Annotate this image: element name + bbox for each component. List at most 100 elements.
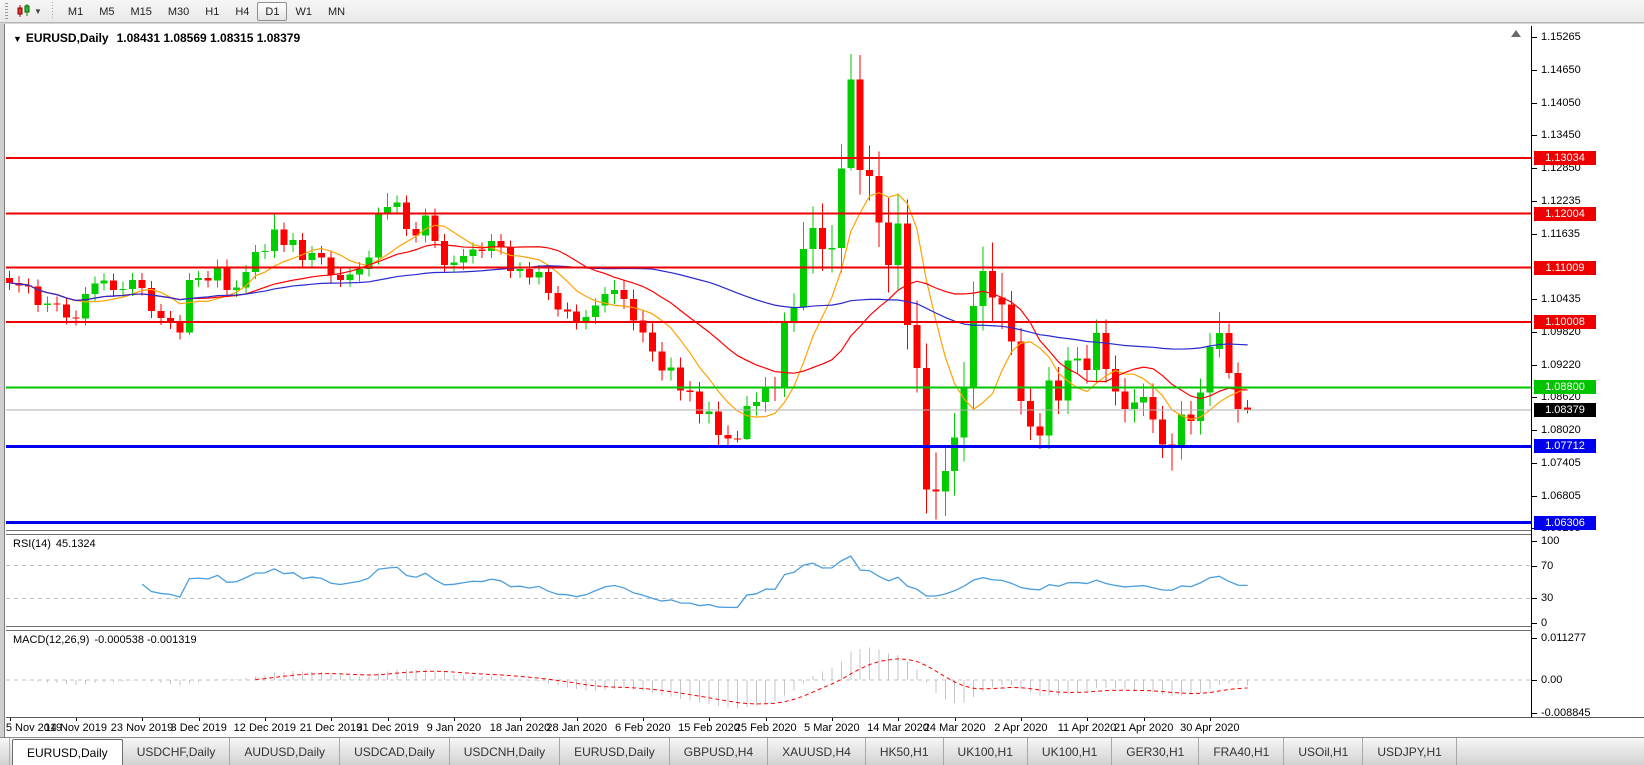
timeframe-button-w1[interactable]: W1 bbox=[295, 5, 312, 18]
date-label: 18 Jan 2020 bbox=[489, 722, 551, 734]
candle bbox=[639, 320, 647, 333]
candle bbox=[422, 215, 429, 236]
candle bbox=[507, 247, 515, 271]
timeframe-button-m30[interactable]: M30 bbox=[167, 5, 190, 18]
candle bbox=[658, 351, 666, 371]
chart-tab-11[interactable]: GER30,H1 bbox=[1112, 738, 1200, 765]
candle bbox=[733, 438, 741, 440]
candle bbox=[91, 283, 99, 295]
timeframe-button-h1[interactable]: H1 bbox=[205, 5, 220, 18]
price-level-badge: 1.11009 bbox=[1534, 260, 1596, 275]
toolbar-grip[interactable] bbox=[3, 3, 11, 19]
candle bbox=[308, 252, 316, 261]
date-tick bbox=[1087, 718, 1088, 721]
chart-tab-2[interactable]: AUDUSD,Daily bbox=[230, 738, 341, 765]
candle bbox=[629, 299, 637, 321]
chart-tab-1[interactable]: USDCHF,Daily bbox=[123, 738, 231, 765]
timeframe-buttons: M1 M5 M15 M30 H1 H4 D1 W1 MN bbox=[60, 0, 353, 23]
rsi-pane[interactable]: RSI(14) 45.1324 bbox=[6, 535, 1531, 626]
date-tick bbox=[520, 718, 521, 721]
candle bbox=[724, 435, 732, 439]
candle bbox=[355, 269, 363, 275]
candle bbox=[270, 229, 278, 251]
timeframe-button-m5[interactable]: M5 bbox=[99, 5, 115, 18]
candle bbox=[885, 222, 893, 265]
candle bbox=[346, 274, 354, 281]
tabbar-grip bbox=[0, 738, 10, 765]
chart-tab-3[interactable]: USDCAD,Daily bbox=[340, 738, 450, 765]
main-chart-pane[interactable]: ▼ EURUSD,Daily 1.08431 1.08569 1.08315 1.0… bbox=[6, 26, 1531, 530]
candle bbox=[1215, 333, 1223, 349]
candle bbox=[1159, 419, 1167, 445]
chart-tab-14[interactable]: USDJPY,H1 bbox=[1363, 738, 1457, 765]
candle bbox=[525, 269, 533, 278]
candle bbox=[431, 215, 439, 242]
candle bbox=[1196, 392, 1204, 422]
candle bbox=[289, 239, 297, 245]
candle bbox=[440, 241, 448, 265]
date-label: 6 Feb 2020 bbox=[615, 722, 671, 734]
rsi-label: RSI(14) 45.1324 bbox=[13, 538, 96, 550]
chart-tab-4[interactable]: USDCNH,Daily bbox=[450, 738, 561, 765]
price-level-badge: 1.07712 bbox=[1534, 439, 1596, 454]
date-tick bbox=[198, 718, 200, 721]
chart-window: ▼ EURUSD,Daily 1.08431 1.08569 1.08315 1.0… bbox=[5, 24, 1644, 737]
candle bbox=[932, 489, 940, 492]
timeframe-button-m1[interactable]: M1 bbox=[67, 5, 84, 18]
candle bbox=[1149, 397, 1157, 420]
candle bbox=[951, 437, 959, 471]
chart-tab-0[interactable]: EURUSD,Daily bbox=[12, 739, 123, 765]
timeframe-button-m15[interactable]: M15 bbox=[130, 5, 152, 18]
candle bbox=[214, 266, 222, 281]
candle bbox=[667, 367, 675, 371]
candle bbox=[875, 176, 883, 223]
timeframe-button-d1[interactable]: D1 bbox=[257, 1, 288, 21]
chart-shift-marker-icon[interactable] bbox=[1511, 30, 1521, 37]
candle bbox=[1206, 346, 1214, 393]
candle bbox=[979, 270, 987, 307]
timeframe-button-mn[interactable]: MN bbox=[327, 5, 346, 18]
chart-tab-13[interactable]: USOil,H1 bbox=[1284, 738, 1364, 765]
chevron-down-icon: ▼ bbox=[34, 6, 42, 16]
macd-label: MACD(12,26,9) -0.000538 -0.001319 bbox=[13, 634, 197, 646]
candle bbox=[110, 280, 118, 290]
chart-menu-caret-icon[interactable]: ▼ bbox=[13, 34, 22, 44]
date-label: 14 Mar 2020 bbox=[867, 722, 929, 734]
date-label: 28 Jan 2020 bbox=[546, 722, 607, 734]
candle bbox=[1140, 397, 1148, 403]
date-tick bbox=[453, 718, 455, 721]
chart-tab-9[interactable]: UK100,H1 bbox=[944, 738, 1028, 765]
chart-tab-5[interactable]: EURUSD,Daily bbox=[560, 738, 670, 765]
candle bbox=[903, 223, 911, 326]
candle bbox=[318, 252, 326, 258]
macd-pane[interactable]: MACD(12,26,9) -0.000538 -0.001319 bbox=[6, 631, 1531, 717]
chart-tab-10[interactable]: UK100,H1 bbox=[1028, 738, 1113, 765]
chart-tab-8[interactable]: HK50,H1 bbox=[866, 738, 944, 765]
candle bbox=[544, 271, 552, 294]
date-tick bbox=[9, 718, 11, 721]
candle bbox=[1074, 358, 1082, 361]
chart-tab-12[interactable]: FRA40,H1 bbox=[1199, 738, 1285, 765]
pane-splitter[interactable] bbox=[6, 530, 1644, 535]
date-label: 11 Apr 2020 bbox=[1057, 722, 1117, 734]
timeframe-button-h4[interactable]: H4 bbox=[235, 5, 250, 18]
chart-tab-7[interactable]: XAUUSD,H4 bbox=[768, 738, 866, 765]
chart-tab-6[interactable]: GBPUSD,H4 bbox=[670, 738, 769, 765]
date-tick bbox=[387, 718, 389, 721]
candle bbox=[648, 332, 656, 352]
candle bbox=[81, 294, 89, 319]
candle bbox=[601, 294, 609, 306]
candle bbox=[1111, 368, 1119, 392]
candle bbox=[998, 297, 1006, 305]
date-tick bbox=[1143, 718, 1145, 721]
date-label: 14 Nov 2019 bbox=[44, 722, 108, 734]
candle bbox=[1234, 372, 1242, 410]
pane-splitter[interactable] bbox=[6, 626, 1644, 631]
candle bbox=[752, 402, 760, 406]
candle bbox=[705, 411, 713, 414]
chart-style-button[interactable]: ▼ bbox=[11, 2, 47, 21]
candle bbox=[535, 271, 543, 278]
chart-title: ▼ EURUSD,Daily 1.08431 1.08569 1.08315 1.0… bbox=[13, 31, 300, 45]
rsi-line bbox=[141, 555, 1248, 609]
